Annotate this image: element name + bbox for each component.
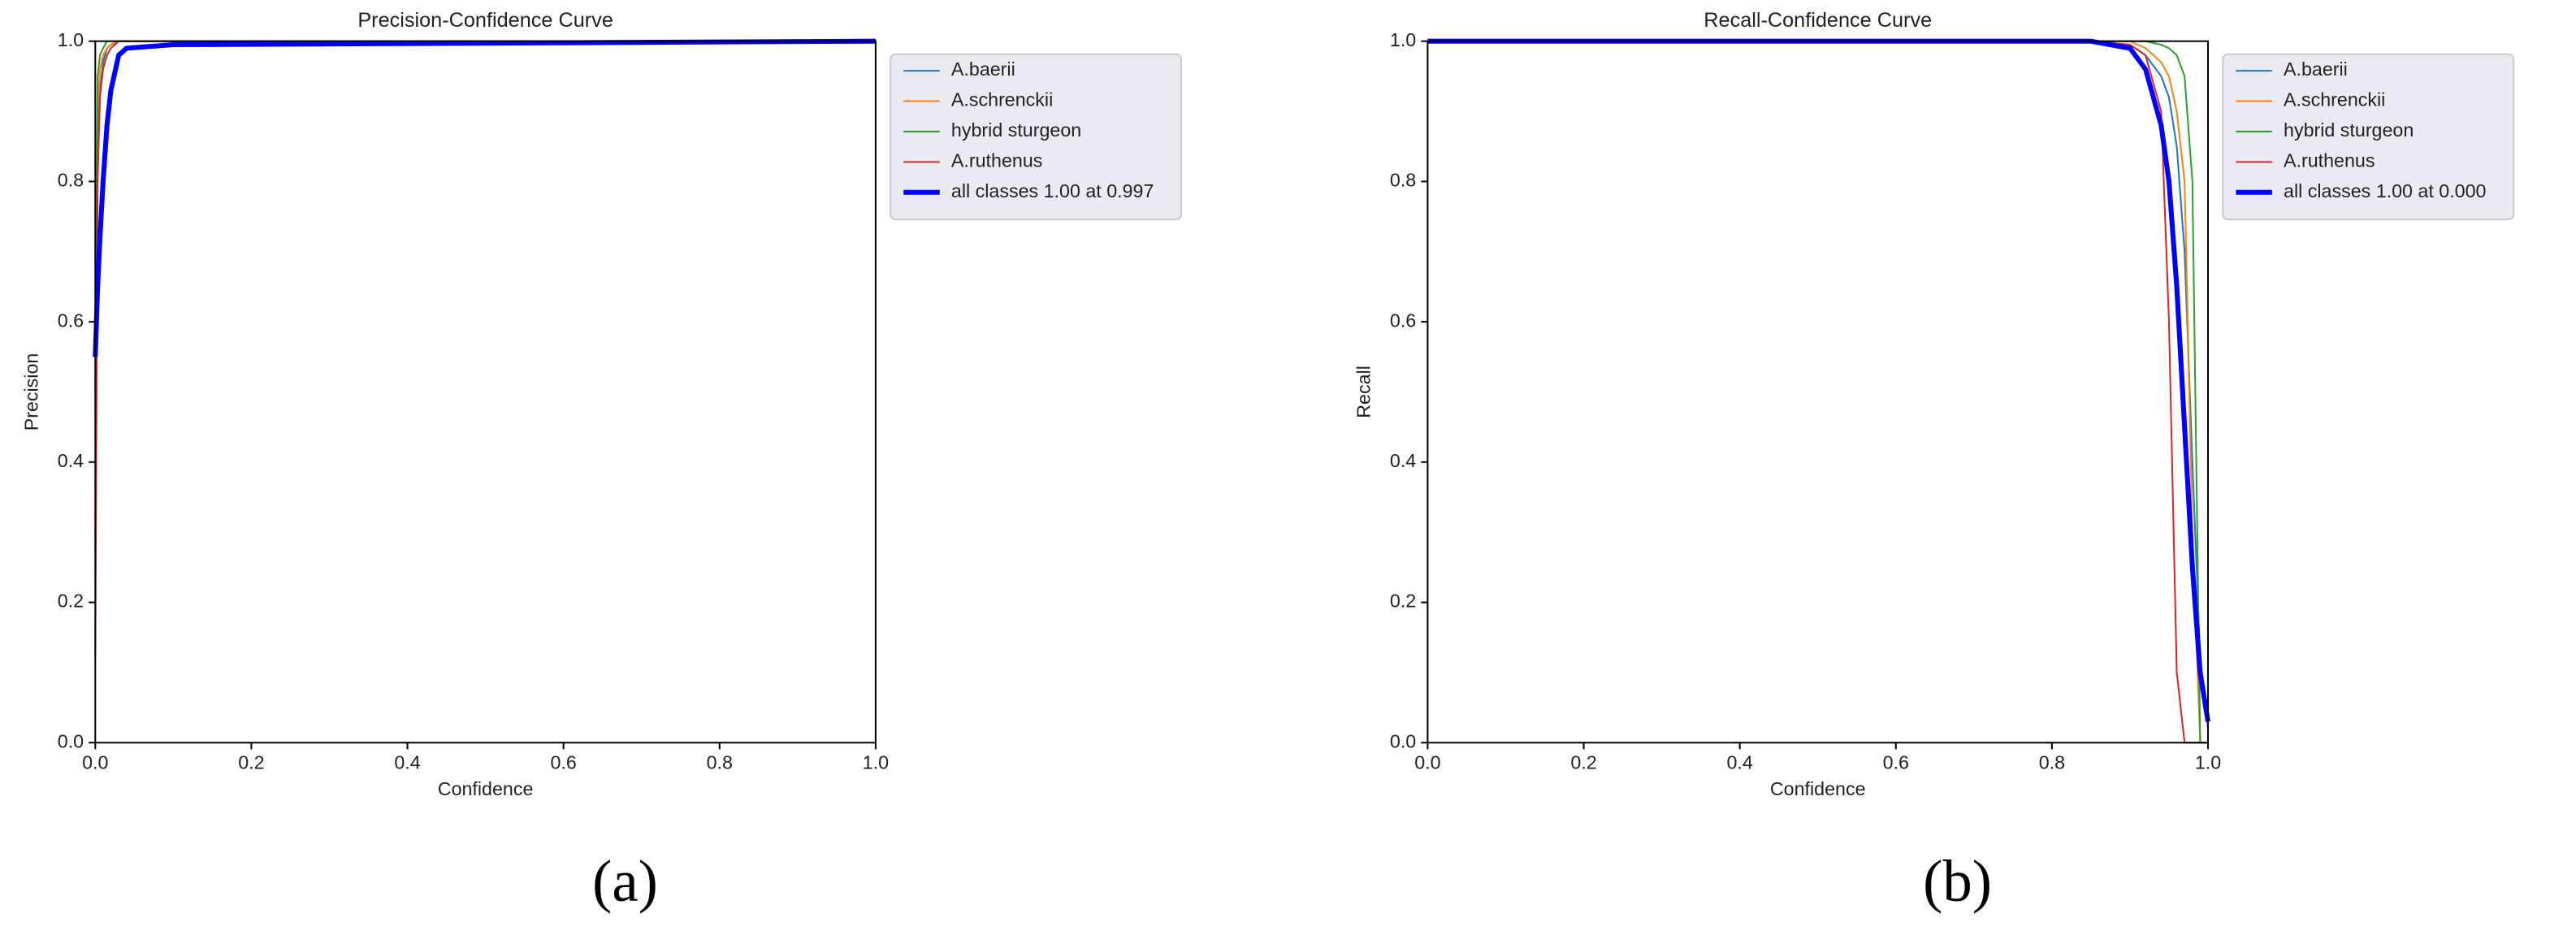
x-tick-label: 0.8: [2039, 752, 2065, 773]
x-tick-label: 0.0: [1414, 752, 1440, 773]
legend-frame: [2222, 53, 2515, 221]
x-tick-label: 0.2: [1570, 752, 1596, 773]
plot-frame: [94, 40, 877, 744]
y-tick-label: 1.0: [1390, 29, 1416, 50]
x-axis-label: Confidence: [438, 778, 534, 799]
x-tick-label: 0.0: [82, 752, 108, 773]
y-tick-label: 0.6: [58, 310, 84, 331]
legend-label: A.baerii: [2284, 58, 2348, 80]
legend-label: all classes 1.00 at 0.997: [951, 180, 1154, 201]
legend-label: A.schrenckii: [2284, 89, 2385, 110]
y-tick-label: 0.4: [58, 450, 84, 471]
x-tick-label: 0.6: [1883, 752, 1909, 773]
caption: (b): [1923, 848, 1992, 914]
y-tick-label: 0.8: [1390, 170, 1416, 191]
y-tick-label: 0.4: [1390, 450, 1416, 471]
legend-frame: [890, 53, 1183, 221]
chart-title: Recall-Confidence Curve: [1704, 9, 1932, 32]
series-line: [1427, 38, 2210, 722]
y-axis-label: Precision: [21, 353, 42, 431]
legend-label: A.baerii: [951, 58, 1015, 80]
legend-label: hybrid sturgeon: [951, 119, 1081, 141]
plot-area: [95, 41, 876, 743]
y-tick-label: 1.0: [58, 29, 84, 50]
x-tick-label: 0.8: [707, 752, 733, 773]
x-tick-label: 1.0: [2195, 752, 2221, 773]
x-tick-label: 0.2: [238, 752, 264, 773]
y-tick-label: 0.8: [58, 170, 84, 191]
legend-label: A.ruthenus: [2284, 149, 2375, 171]
series-line: [93, 38, 876, 357]
caption: (a): [592, 848, 658, 914]
plot-area: [1427, 41, 2208, 743]
x-tick-label: 0.4: [1726, 752, 1752, 773]
y-tick-label: 0.0: [1390, 730, 1416, 751]
x-tick-label: 1.0: [863, 752, 889, 773]
y-tick-label: 0.2: [1390, 591, 1416, 612]
legend-label: all classes 1.00 at 0.000: [2284, 180, 2487, 201]
chart-title: Precision-Confidence Curve: [357, 9, 613, 32]
y-tick-label: 0.2: [58, 591, 84, 612]
y-tick-label: 0.6: [1390, 310, 1416, 331]
y-tick-label: 0.0: [58, 730, 84, 751]
plot-frame: [1427, 40, 2210, 744]
x-axis-label: Confidence: [1770, 778, 1866, 799]
x-tick-label: 0.6: [550, 752, 576, 773]
x-tick-label: 0.4: [394, 752, 420, 773]
y-axis-label: Recall: [1353, 366, 1375, 418]
legend-label: A.ruthenus: [951, 149, 1042, 171]
legend-label: A.schrenckii: [951, 89, 1053, 110]
legend-label: hybrid sturgeon: [2284, 119, 2414, 141]
